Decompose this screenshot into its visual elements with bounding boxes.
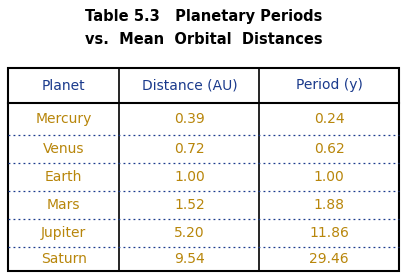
Text: Saturn: Saturn: [41, 252, 87, 266]
Text: Mercury: Mercury: [35, 112, 92, 126]
Text: 5.20: 5.20: [174, 226, 205, 240]
Text: Period (y): Period (y): [296, 78, 363, 93]
Text: 0.39: 0.39: [174, 112, 205, 126]
Text: 9.54: 9.54: [174, 252, 205, 266]
Text: 29.46: 29.46: [309, 252, 349, 266]
Text: Distance (AU): Distance (AU): [142, 78, 237, 93]
Text: vs.  Mean  Orbital  Distances: vs. Mean Orbital Distances: [85, 32, 322, 47]
Text: 0.72: 0.72: [174, 142, 205, 156]
Text: Mars: Mars: [47, 198, 81, 212]
Text: 0.62: 0.62: [314, 142, 345, 156]
Text: 1.52: 1.52: [174, 198, 205, 212]
Text: 11.86: 11.86: [309, 226, 349, 240]
Bar: [8, 68, 399, 271]
Text: 1.00: 1.00: [314, 170, 345, 184]
Text: Earth: Earth: [45, 170, 82, 184]
Text: 1.00: 1.00: [174, 170, 205, 184]
Text: 0.24: 0.24: [314, 112, 344, 126]
Text: Jupiter: Jupiter: [41, 226, 86, 240]
Text: 1.88: 1.88: [314, 198, 345, 212]
Text: Table 5.3   Planetary Periods: Table 5.3 Planetary Periods: [85, 9, 322, 24]
Text: Planet: Planet: [42, 78, 85, 93]
Text: Venus: Venus: [43, 142, 85, 156]
